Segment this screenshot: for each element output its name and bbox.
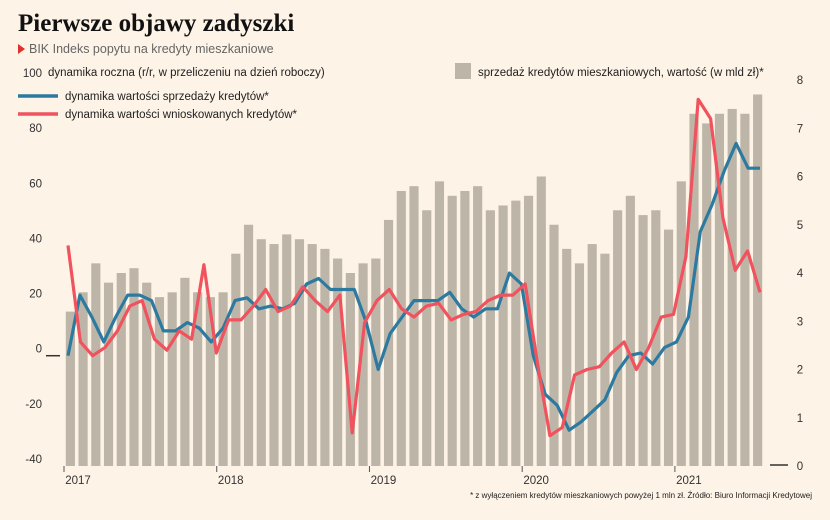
- chart-subtitle: BIK Indeks popytu na kredyty mieszkaniow…: [18, 42, 274, 56]
- left-tick-label: 100: [23, 68, 42, 80]
- right-tick-label: 3: [797, 316, 803, 328]
- bar: [78, 292, 88, 466]
- bar: [256, 239, 266, 466]
- right-tick-label: 8: [797, 75, 803, 87]
- bar: [91, 263, 101, 466]
- legend-label-sales: dynamika wartości sprzedaży kredytów*: [65, 91, 269, 103]
- bar: [142, 282, 152, 466]
- bar: [65, 311, 75, 466]
- bar: [740, 113, 750, 467]
- left-tick-label: 20: [29, 289, 42, 301]
- bar: [676, 181, 686, 466]
- right-tick-label: 0: [797, 461, 803, 473]
- bar: [625, 195, 635, 467]
- bar: [587, 244, 597, 466]
- bar: [154, 297, 165, 466]
- bar: [651, 210, 661, 466]
- bar: [447, 195, 457, 467]
- x-tick-label: 2021: [676, 475, 702, 487]
- triangle-marker-icon: [18, 44, 25, 54]
- bar: [460, 190, 470, 466]
- bar: [269, 244, 279, 466]
- bar: [485, 210, 495, 466]
- bar: [638, 215, 648, 466]
- left-tick-label: 80: [29, 123, 42, 135]
- bar: [702, 123, 712, 467]
- bar: [536, 176, 546, 466]
- bar: [167, 292, 177, 466]
- bar: [307, 244, 317, 466]
- right-tick-label: 5: [797, 220, 803, 232]
- bar: [434, 181, 445, 466]
- bar: [613, 210, 623, 466]
- bar: [294, 239, 305, 466]
- left-tick-label: 40: [29, 233, 42, 245]
- bar: [345, 273, 355, 466]
- legend-swatch-bars: [455, 63, 471, 79]
- bar: [549, 224, 559, 466]
- x-tick-label: 2019: [371, 475, 397, 487]
- bar: [511, 200, 521, 466]
- bar: [562, 248, 572, 466]
- bar: [243, 224, 254, 466]
- left-tick-label: 60: [29, 178, 42, 190]
- right-axis: 0 1 2 3 4 5 6 7 8: [770, 75, 804, 473]
- applications-line: [66, 97, 762, 438]
- bar: [714, 113, 725, 467]
- right-tick-label: 7: [797, 123, 803, 135]
- bar: [498, 205, 508, 466]
- subtitle-text: BIK Indeks popytu na kredyty mieszkaniow…: [29, 42, 274, 56]
- source-note: * z wyłączeniem kredytów mieszkaniowych …: [470, 491, 812, 500]
- left-tick-label: -40: [25, 454, 42, 466]
- right-tick-label: 6: [797, 172, 803, 184]
- bar: [689, 113, 699, 467]
- bar: [180, 277, 190, 466]
- left-tick-label: -20: [25, 399, 42, 411]
- left-axis: -40 -20 0 20 40 60 80 100: [23, 68, 60, 466]
- bar: [409, 186, 419, 466]
- bar: [320, 248, 330, 466]
- bar: [358, 263, 368, 466]
- bar: [116, 273, 126, 466]
- legend-label-applications: dynamika wartości wnioskowanych kredytów…: [65, 109, 298, 121]
- x-axis: 2017 2018 2019 2020 2021: [63, 466, 702, 487]
- bar: [282, 234, 292, 466]
- bar: [574, 263, 585, 466]
- chart-title: Pierwsze objawy zadyszki: [18, 10, 295, 37]
- bar: [727, 108, 737, 466]
- bar: [218, 292, 228, 466]
- legend-label-bars: sprzedaż kredytów mieszkaniowych, wartoś…: [478, 67, 764, 79]
- bar: [205, 297, 215, 466]
- left-tick-label: 0: [36, 344, 42, 356]
- bar-series: [65, 94, 763, 467]
- bar: [231, 253, 241, 466]
- x-tick-label: 2017: [65, 475, 91, 487]
- x-tick-label: 2018: [218, 475, 244, 487]
- right-tick-label: 1: [797, 413, 803, 425]
- right-tick-label: 4: [797, 268, 804, 280]
- bar: [473, 186, 483, 466]
- x-tick-label: 2020: [523, 475, 549, 487]
- bar: [193, 292, 203, 466]
- bar: [422, 210, 432, 466]
- bar: [396, 190, 406, 466]
- right-tick-label: 2: [797, 365, 803, 377]
- bar: [103, 282, 114, 466]
- bar: [663, 229, 674, 466]
- left-axis-label: dynamika roczna (r/r, w przeliczeniu na …: [48, 67, 325, 79]
- bar: [129, 268, 139, 466]
- bar: [333, 258, 343, 466]
